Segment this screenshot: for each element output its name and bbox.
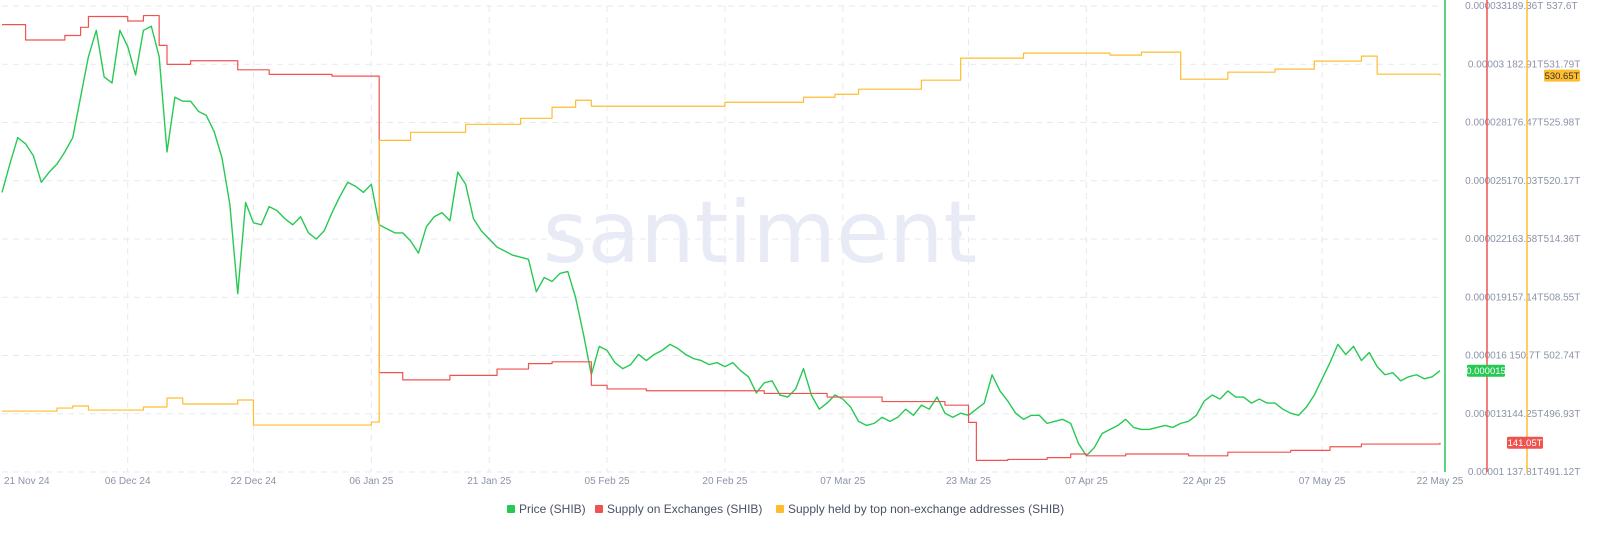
holders-axis-tick: 531.79T [1544,59,1581,70]
price-axis-tick: 0.000016 [1465,351,1507,362]
legend-item-holders[interactable]: Supply held by top non-exchange addresse… [776,502,1064,516]
legend-swatch [595,505,603,513]
exchange-axis-tick: 189.36T [1507,1,1544,12]
x-tick-label: 06 Jan 25 [349,476,393,487]
exchange-axis-tick: 157.14T [1507,292,1544,303]
exchange-axis-tick: 137.81T [1507,467,1544,478]
exchange-axis-tick: 182.91T [1507,59,1544,70]
exchange-current-value: 141.05T [1508,438,1543,449]
legend-swatch [776,505,784,513]
holders-current-badge [1544,69,1580,82]
x-tick-label: 21 Nov 24 [4,476,50,487]
price-axis-tick: 0.000013 [1465,409,1507,420]
current-value-badges: 0.000015 141.05T 530.65T [1466,69,1580,449]
series-layer [1,14,1441,461]
exchange-axis-tick: 144.25T [1507,409,1544,420]
santiment-watermark: santiment [543,183,978,283]
exchange-axis-tick: 150.7T [1509,351,1540,362]
legend-item-price[interactable]: Price (SHIB) [507,502,586,516]
legend-item-exchange[interactable]: Supply on Exchanges (SHIB) [595,502,762,516]
exchange-axis-tick: 163.58T [1507,234,1544,245]
holders-axis-tick: 525.98T [1544,118,1581,129]
x-tick-label: 21 Jan 25 [467,476,511,487]
legend[interactable]: Price (SHIB) Supply on Exchanges (SHIB) Su… [507,502,1064,516]
price-axis-tick: 0.00001 [1468,467,1505,478]
watermark-dot-left [558,230,566,238]
x-tick-label: 20 Feb 25 [702,476,747,487]
grid [2,5,1440,473]
x-tick-label: 07 May 25 [1299,476,1346,487]
x-tick-label: 23 Mar 25 [946,476,991,487]
price-current-value: 0.000015 [1466,366,1506,377]
series-line-price[interactable] [1,25,1441,457]
legend-label: Price (SHIB) [519,502,586,516]
x-tick-label: 06 Dec 24 [105,476,151,487]
exchange-axis-tick: 176.47T [1507,118,1544,129]
legend-swatch [507,505,515,513]
x-tick-label: 22 May 25 [1417,476,1464,487]
holders-axis-tick: 496.93T [1544,409,1581,420]
price-axis-tick: 0.000025 [1465,176,1507,187]
price-axis-tick: 0.000019 [1465,292,1507,303]
series-line-exchange[interactable] [2,14,1441,461]
x-tick-label: 07 Mar 25 [820,476,865,487]
holders-axis-tick: 502.74T [1544,351,1581,362]
watermark-dot-right [954,230,962,238]
series-line-holders[interactable] [2,51,1441,426]
holders-axis-tick: 537.6T [1546,1,1577,12]
price-axis-tick: 0.00003 [1468,59,1505,70]
price-axis-tick: 0.000033 [1465,1,1507,12]
axes: 0.0000330.000030.0000280.0000250.0000220… [1444,0,1581,478]
x-tick-label: 05 Feb 25 [585,476,630,487]
holders-axis-tick: 520.17T [1544,176,1581,187]
exchange-current-badge [1507,436,1543,449]
price-axis-tick: 0.000022 [1465,234,1507,245]
x-tick-label: 22 Apr 25 [1183,476,1226,487]
price-axis-tick: 0.000028 [1465,118,1507,129]
holders-axis-tick: 508.55T [1544,292,1581,303]
price-current-badge [1467,364,1505,377]
exchange-axis-tick: 170.03T [1507,176,1544,187]
x-tick-label: 07 Apr 25 [1065,476,1108,487]
holders-axis-tick: 514.36T [1544,234,1581,245]
x-axis-ticks: 21 Nov 24 06 Dec 24 22 Dec 24 06 Jan 25 21 J… [4,476,1464,487]
legend-label: Supply on Exchanges (SHIB) [607,502,762,516]
holders-current-value: 530.65T [1545,71,1580,82]
x-tick-label: 22 Dec 24 [231,476,277,487]
legend-label: Supply held by top non-exchange addresse… [788,502,1064,516]
holders-axis-tick: 491.12T [1544,467,1581,478]
